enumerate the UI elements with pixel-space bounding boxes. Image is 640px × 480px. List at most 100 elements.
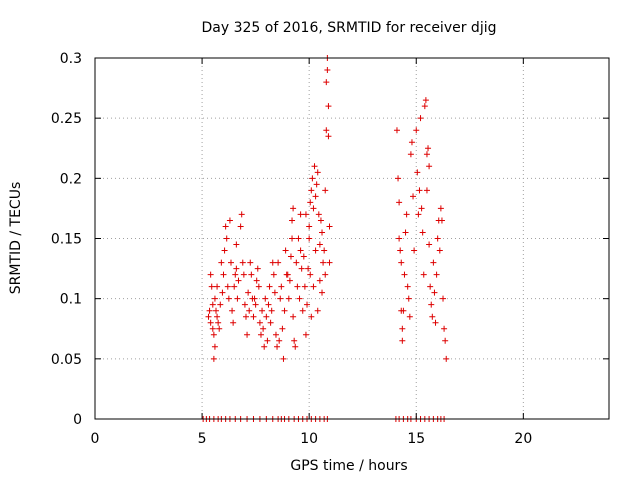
data-point	[206, 307, 213, 314]
data-point	[290, 313, 297, 320]
x-tick-label: 15	[407, 431, 425, 447]
y-tick-label: 0.15	[51, 232, 82, 248]
data-point	[267, 319, 274, 326]
data-point	[215, 319, 222, 326]
data-point	[323, 79, 330, 86]
grid-lines	[95, 58, 609, 419]
data-point	[280, 355, 287, 362]
data-point	[231, 283, 238, 290]
data-point	[261, 343, 268, 350]
data-point	[281, 307, 288, 314]
data-point	[296, 295, 303, 302]
data-point	[436, 247, 443, 254]
data-point	[224, 283, 231, 290]
data-point	[257, 331, 264, 338]
data-point	[311, 163, 318, 170]
data-point	[278, 283, 285, 290]
data-point	[299, 307, 306, 314]
data-point	[238, 211, 245, 218]
data-point	[270, 271, 277, 278]
data-point	[302, 331, 309, 338]
data-point	[291, 337, 298, 344]
data-point	[256, 319, 263, 326]
data-point	[322, 271, 329, 278]
data-point	[443, 355, 450, 362]
y-tick-labels: 0 0.05 0.1 0.15 0.2 0.25 0.3	[51, 51, 82, 428]
data-point	[233, 265, 240, 272]
data-point	[271, 289, 278, 296]
data-point	[314, 169, 321, 176]
x-tick-labels: 0 5 10 15 20	[91, 431, 533, 447]
data-point	[276, 337, 283, 344]
data-point	[418, 205, 425, 212]
data-point	[393, 127, 400, 134]
data-point	[208, 283, 215, 290]
data-point	[223, 235, 230, 242]
y-axis-title: SRMTID / TECUs	[8, 182, 24, 295]
x-tick-label: 20	[514, 431, 532, 447]
data-point	[210, 331, 217, 338]
data-point	[289, 217, 296, 224]
data-point	[294, 283, 301, 290]
data-point	[233, 241, 240, 248]
data-point	[251, 295, 258, 302]
data-point	[304, 301, 311, 308]
data-point	[290, 205, 297, 212]
data-point	[209, 301, 216, 308]
data-point	[310, 283, 317, 290]
data-point	[292, 343, 299, 350]
data-point	[429, 313, 436, 320]
data-point	[434, 235, 441, 242]
data-point	[293, 259, 300, 266]
data-point	[279, 325, 286, 332]
data-point	[248, 271, 255, 278]
data-point	[407, 151, 414, 158]
data-point	[255, 283, 262, 290]
data-point	[396, 199, 403, 206]
data-point	[420, 271, 427, 278]
data-point	[305, 265, 312, 272]
data-point	[227, 259, 234, 266]
data-point	[423, 187, 430, 194]
data-point	[423, 151, 430, 158]
data-point	[253, 277, 260, 284]
data-point	[397, 247, 404, 254]
data-point	[245, 289, 252, 296]
data-point	[321, 247, 328, 254]
data-point	[320, 259, 327, 266]
data-point	[220, 271, 227, 278]
data-point	[401, 271, 408, 278]
data-point	[295, 235, 302, 242]
data-point	[264, 337, 271, 344]
data-point	[416, 187, 423, 194]
data-point	[254, 265, 261, 272]
data-point	[313, 181, 320, 188]
data-point	[277, 295, 284, 302]
data-point	[301, 283, 308, 290]
data-point	[300, 253, 307, 260]
data-point	[323, 127, 330, 134]
data-point	[442, 337, 449, 344]
data-point	[265, 301, 272, 308]
data-point	[325, 133, 332, 140]
data-point	[219, 289, 226, 296]
data-point	[310, 205, 317, 212]
data-point	[262, 295, 269, 302]
data-point	[207, 271, 214, 278]
y-tick-label: 0	[73, 412, 82, 428]
data-point	[247, 259, 254, 266]
data-point	[252, 301, 259, 308]
data-point	[421, 103, 428, 110]
data-point	[316, 241, 323, 248]
data-point	[216, 325, 223, 332]
x-tick-label: 0	[91, 431, 100, 447]
data-point	[217, 301, 224, 308]
data-point	[213, 307, 220, 314]
data-point	[232, 271, 239, 278]
data-point	[431, 289, 438, 296]
y-tick-label: 0.3	[60, 51, 82, 67]
data-point	[244, 331, 251, 338]
chart-title: Day 325 of 2016, SRMTID for receiver dji…	[202, 20, 497, 36]
data-point	[441, 325, 448, 332]
data-point	[399, 325, 406, 332]
